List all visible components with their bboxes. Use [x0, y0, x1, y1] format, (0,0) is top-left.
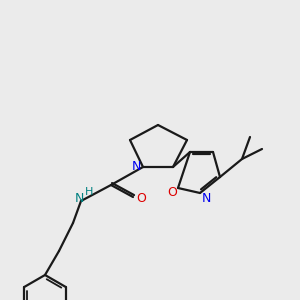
- Text: O: O: [167, 187, 177, 200]
- Text: N: N: [131, 160, 141, 172]
- Text: N: N: [74, 193, 84, 206]
- Text: N: N: [201, 191, 211, 205]
- Text: O: O: [136, 193, 146, 206]
- Text: H: H: [85, 187, 93, 197]
